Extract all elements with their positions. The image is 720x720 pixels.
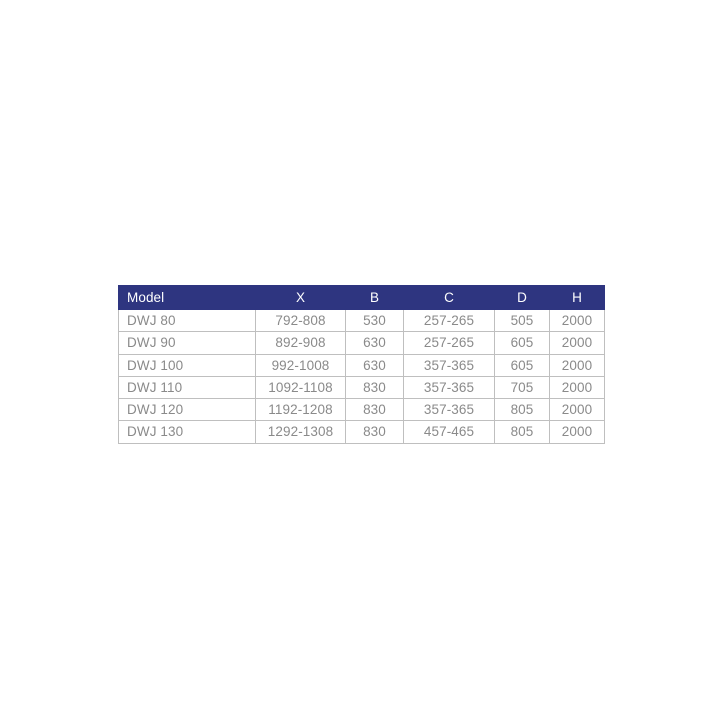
cell-c: 257-265 <box>403 308 495 333</box>
table-header: Model X B C D H <box>118 285 605 310</box>
cell-d: 505 <box>494 308 550 333</box>
column-header-c[interactable]: C <box>403 285 495 310</box>
cell-c: 257-265 <box>403 331 495 355</box>
cell-x: 992-1008 <box>255 353 346 377</box>
cell-d: 605 <box>494 353 550 377</box>
table-row: DWJ 110 1092-1108 830 357-365 705 2000 <box>118 375 605 400</box>
cell-c: 357-365 <box>403 353 495 377</box>
cell-c: 457-465 <box>403 420 495 444</box>
column-header-x[interactable]: X <box>255 285 346 310</box>
cell-x: 892-908 <box>255 331 346 355</box>
cell-h: 2000 <box>549 420 605 444</box>
cell-b: 830 <box>345 398 404 422</box>
cell-b: 830 <box>345 420 404 444</box>
table-row: DWJ 80 792-808 530 257-265 505 2000 <box>118 308 605 333</box>
cell-h: 2000 <box>549 375 605 400</box>
column-header-b[interactable]: B <box>345 285 404 310</box>
column-header-model[interactable]: Model <box>118 285 256 310</box>
cell-h: 2000 <box>549 331 605 355</box>
cell-h: 2000 <box>549 308 605 333</box>
cell-b: 630 <box>345 353 404 377</box>
cell-b: 530 <box>345 308 404 333</box>
column-header-h[interactable]: H <box>549 285 605 310</box>
cell-x: 1192-1208 <box>255 398 346 422</box>
cell-d: 605 <box>494 331 550 355</box>
cell-model: DWJ 90 <box>118 331 256 355</box>
table-header-row: Model X B C D H <box>118 285 605 310</box>
cell-x: 1292-1308 <box>255 420 346 444</box>
model-dimensions-table: Model X B C D H DWJ 80 792-808 530 257-2… <box>118 285 605 444</box>
spec-table-container: Model X B C D H DWJ 80 792-808 530 257-2… <box>118 285 605 444</box>
cell-h: 2000 <box>549 353 605 377</box>
cell-b: 630 <box>345 331 404 355</box>
table-row: DWJ 90 892-908 630 257-265 605 2000 <box>118 331 605 355</box>
table-row: DWJ 120 1192-1208 830 357-365 805 2000 <box>118 398 605 422</box>
cell-d: 805 <box>494 398 550 422</box>
cell-c: 357-365 <box>403 375 495 400</box>
table-row: DWJ 100 992-1008 630 357-365 605 2000 <box>118 353 605 377</box>
cell-model: DWJ 100 <box>118 353 256 377</box>
cell-h: 2000 <box>549 398 605 422</box>
cell-x: 1092-1108 <box>255 375 346 400</box>
cell-model: DWJ 120 <box>118 398 256 422</box>
column-header-d[interactable]: D <box>494 285 550 310</box>
cell-x: 792-808 <box>255 308 346 333</box>
cell-model: DWJ 80 <box>118 308 256 333</box>
cell-model: DWJ 110 <box>118 375 256 400</box>
cell-d: 805 <box>494 420 550 444</box>
cell-d: 705 <box>494 375 550 400</box>
cell-model: DWJ 130 <box>118 420 256 444</box>
table-body: DWJ 80 792-808 530 257-265 505 2000 DWJ … <box>118 308 605 444</box>
cell-c: 357-365 <box>403 398 495 422</box>
table-row: DWJ 130 1292-1308 830 457-465 805 2000 <box>118 420 605 444</box>
cell-b: 830 <box>345 375 404 400</box>
